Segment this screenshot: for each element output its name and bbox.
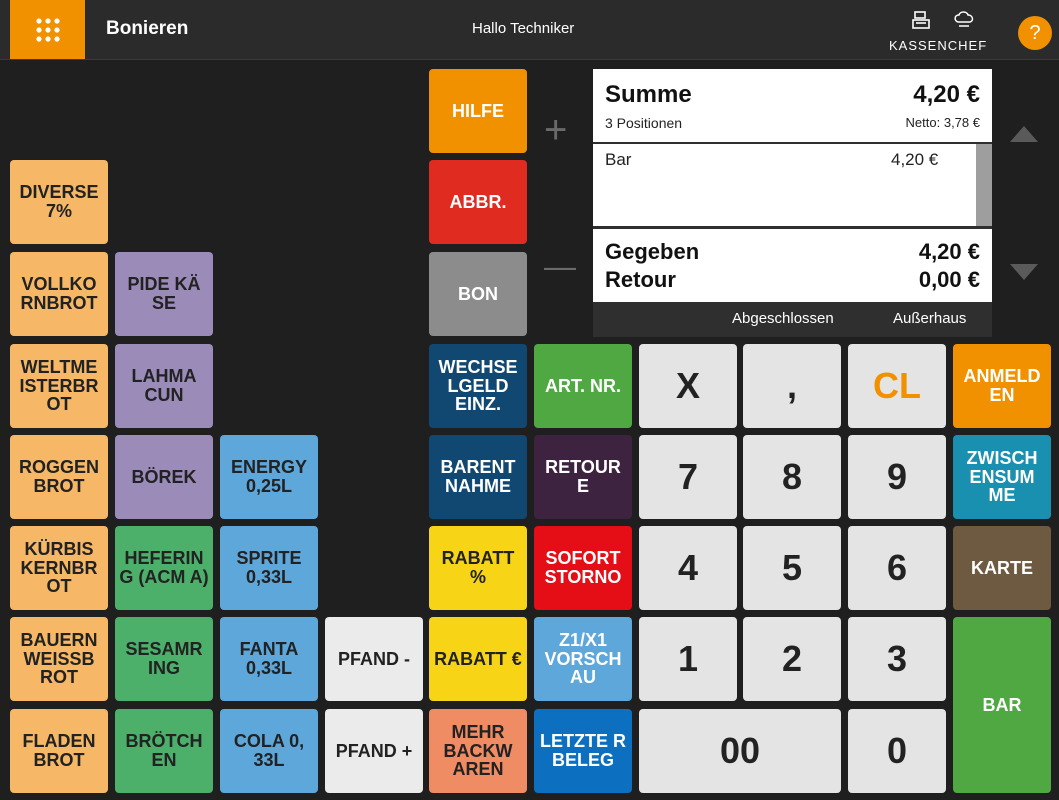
retour-label: Retour xyxy=(605,267,676,292)
digit-3-key[interactable]: 3 xyxy=(848,617,946,701)
multiply-key[interactable]: X xyxy=(639,344,737,428)
anmelden-button[interactable]: ANMELD EN xyxy=(953,344,1051,428)
gegeben-value: 4,20 € xyxy=(918,239,980,264)
summe-total: 4,20 € xyxy=(913,81,980,108)
product-cola[interactable]: COLA 0, 33L xyxy=(220,709,318,793)
help-button[interactable]: ? xyxy=(1018,16,1052,50)
logo-text: KASSENCHEF xyxy=(889,38,988,53)
retoure-button[interactable]: RETOUR E xyxy=(534,435,632,519)
product-roggenbrot[interactable]: ROGGEN BROT xyxy=(10,435,108,519)
product-kuerbiskernbrot[interactable]: KÜRBIS KERNBR OT xyxy=(10,526,108,610)
summe-label: Summe xyxy=(605,81,692,108)
bar-payment-button[interactable]: BAR xyxy=(953,617,1051,793)
product-diverse-7[interactable]: DIVERSE 7% xyxy=(10,160,108,244)
summary-header: Summe 3 Positionen 4,20 € Netto: 3,78 € xyxy=(593,69,992,144)
product-boerek[interactable]: BÖREK xyxy=(115,435,213,519)
mehr-backwaren-button[interactable]: MEHR BACKW AREN xyxy=(429,709,527,793)
gegeben-label: Gegeben xyxy=(605,239,700,264)
product-sesamring[interactable]: SESAMR ING xyxy=(115,617,213,701)
karte-button[interactable]: KARTE xyxy=(953,526,1051,610)
retour-value: 0,00 € xyxy=(918,267,980,292)
receipt-lines-list[interactable]: Bar 4,20 € xyxy=(593,144,992,226)
z1-x1-vorschau-button[interactable]: Z1/X1 VORSCH AU xyxy=(534,617,632,701)
receipt-line-name[interactable]: Bar xyxy=(605,150,632,169)
product-vollkornbrot[interactable]: VOLLKO RNBROT xyxy=(10,252,108,336)
quantity-plus-button[interactable]: + xyxy=(544,108,568,152)
abort-button[interactable]: ABBR. xyxy=(429,160,527,244)
product-pfand-minus[interactable]: PFAND - xyxy=(325,617,423,701)
wechselgeld-einzahlung-button[interactable]: WECHSE LGELD EINZ. xyxy=(429,344,527,428)
artikelnummer-button[interactable]: ART. NR. xyxy=(534,344,632,428)
product-heferingacma[interactable]: HEFERIN G (ACM A) xyxy=(115,526,213,610)
order-mode-toggle[interactable]: Außerhaus xyxy=(893,310,967,327)
comma-key[interactable]: , xyxy=(743,344,841,428)
chef-hat-icon xyxy=(954,11,974,27)
digit-2-key[interactable]: 2 xyxy=(743,617,841,701)
product-sprite[interactable]: SPRITE 0,33L xyxy=(220,526,318,610)
product-pfand-plus[interactable]: PFAND + xyxy=(325,709,423,793)
clear-key[interactable]: CL xyxy=(848,344,946,428)
product-weltmeisterbrot[interactable]: WELTME ISTERBR OT xyxy=(10,344,108,428)
positions-count: 3 Positionen xyxy=(605,115,683,131)
quantity-minus-button[interactable]: — xyxy=(544,248,576,284)
page-title: Bonieren xyxy=(106,18,189,39)
receipt-line-price: 4,20 € xyxy=(891,150,939,169)
digit-6-key[interactable]: 6 xyxy=(848,526,946,610)
barentnahme-button[interactable]: BARENT NAHME xyxy=(429,435,527,519)
kassenchef-logo: KASSENCHEF xyxy=(889,10,999,54)
register-icon xyxy=(912,11,930,29)
bon-button[interactable]: BON xyxy=(429,252,527,336)
payment-summary: Gegeben 4,20 € Retour 0,00 € xyxy=(593,229,992,302)
rabatt-percent-button[interactable]: RABATT % xyxy=(429,526,527,610)
zwischensumme-button[interactable]: ZWISCH ENSUM ME xyxy=(953,435,1051,519)
scroll-down-icon[interactable] xyxy=(1009,262,1039,282)
letzter-beleg-button[interactable]: LETZTE R BELEG xyxy=(534,709,632,793)
double-zero-key[interactable]: 00 xyxy=(639,709,841,793)
digit-4-key[interactable]: 4 xyxy=(639,526,737,610)
product-broetchen[interactable]: BRÖTCH EN xyxy=(115,709,213,793)
product-energy[interactable]: ENERGY 0,25L xyxy=(220,435,318,519)
digit-5-key[interactable]: 5 xyxy=(743,526,841,610)
product-lahmacun[interactable]: LAHMA CUN xyxy=(115,344,213,428)
help-function-button[interactable]: HILFE xyxy=(429,69,527,153)
digit-7-key[interactable]: 7 xyxy=(639,435,737,519)
grid-menu-button[interactable] xyxy=(10,0,85,59)
digit-0-key[interactable]: 0 xyxy=(848,709,946,793)
user-greeting: Hallo Techniker xyxy=(472,20,575,37)
receipt-summary: Summe 3 Positionen 4,20 € Netto: 3,78 € … xyxy=(593,69,992,337)
digit-8-key[interactable]: 8 xyxy=(743,435,841,519)
status-text: Abgeschlossen xyxy=(732,310,834,327)
grid-icon xyxy=(35,17,60,42)
sofort-storno-button[interactable]: SOFORT STORNO xyxy=(534,526,632,610)
digit-9-key[interactable]: 9 xyxy=(848,435,946,519)
rabatt-euro-button[interactable]: RABATT € xyxy=(429,617,527,701)
netto-amount: Netto: 3,78 € xyxy=(905,115,980,130)
product-fladenbrot[interactable]: FLADEN BROT xyxy=(10,709,108,793)
scroll-up-icon[interactable] xyxy=(1009,124,1039,144)
top-bar: Bonieren Hallo Techniker KASSENCHEF ? xyxy=(0,0,1059,60)
product-pide-kaese[interactable]: PIDE KÄ SE xyxy=(115,252,213,336)
lines-scrollbar[interactable] xyxy=(976,144,992,226)
product-bauernweissbrot[interactable]: BAUERN WEISSB ROT xyxy=(10,617,108,701)
digit-1-key[interactable]: 1 xyxy=(639,617,737,701)
product-fanta[interactable]: FANTA 0,33L xyxy=(220,617,318,701)
scrollbar-thumb[interactable] xyxy=(976,144,992,226)
